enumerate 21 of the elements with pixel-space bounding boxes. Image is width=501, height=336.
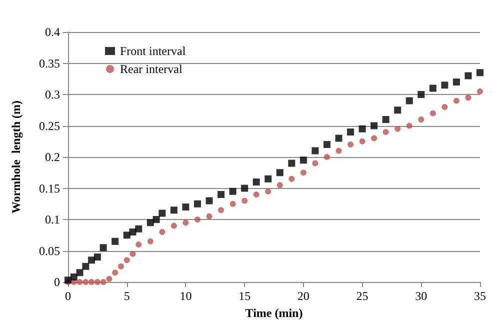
y-tick-label: 0.35 (39, 56, 60, 70)
y-tick-label: 0.3 (45, 88, 60, 102)
y-tick-label: 0 (54, 275, 60, 289)
x-tick-label: 5 (124, 289, 130, 303)
x-tick-label: 30 (415, 289, 428, 303)
y-tick-label: 0.25 (39, 118, 60, 133)
x-axis-title: Time (min) (245, 306, 303, 320)
x-tick-label: 0 (65, 289, 71, 303)
legend-label: Rear interval (120, 62, 183, 76)
x-tick-label: 15 (238, 289, 251, 303)
legend-label: Front interval (120, 44, 186, 58)
y-tick-label: 0.1 (45, 212, 60, 226)
y-tick-label: 0.2 (45, 150, 60, 164)
x-tick-label: 20 (297, 289, 310, 303)
x-tick-label: 25 (356, 289, 368, 303)
y-tick-label: 0.05 (39, 244, 60, 258)
y-axis-title: Wormhole length (m) (9, 100, 23, 214)
x-tick-label: 10 (180, 289, 192, 303)
x-tick-label: 35 (474, 289, 486, 303)
y-tick-label: 0.4 (45, 25, 60, 39)
y-tick-label: 0.15 (39, 181, 60, 196)
